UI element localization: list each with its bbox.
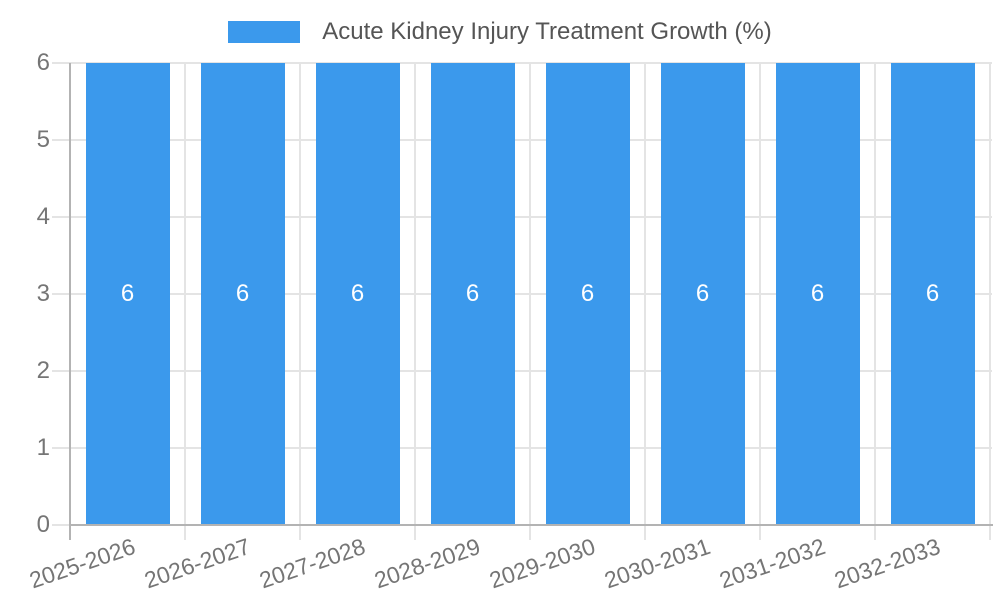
y-tick-label: 4 [36, 203, 50, 230]
bar-value-label: 6 [810, 280, 825, 307]
y-tick-label: 1 [36, 434, 50, 461]
y-gridline [52, 62, 992, 64]
bar-value-label: 6 [580, 280, 595, 307]
y-gridline [52, 216, 992, 218]
legend-label: Acute Kidney Injury Treatment Growth (%) [322, 18, 772, 45]
y-gridline [52, 447, 992, 449]
y-tick-label: 5 [36, 126, 50, 153]
y-gridline [52, 293, 992, 295]
bar-value-label: 6 [120, 280, 135, 307]
y-tick-label: 2 [36, 357, 50, 384]
x-gridline [874, 63, 876, 540]
y-gridline [52, 139, 992, 141]
x-gridline [414, 63, 416, 540]
x-gridline [989, 63, 991, 540]
y-gridline [52, 370, 992, 372]
bar-value-label: 6 [925, 280, 940, 307]
bar[interactable] [430, 63, 515, 525]
x-gridline [644, 63, 646, 540]
bar-value-label: 6 [465, 280, 480, 307]
x-tick-label: 2030-2031 [600, 533, 713, 594]
x-axis-baseline [70, 524, 993, 526]
bar[interactable] [85, 63, 170, 525]
bar[interactable] [545, 63, 630, 525]
y-axis-line [69, 63, 71, 540]
bar-value-label: 6 [695, 280, 710, 307]
y-tick-label: 6 [36, 49, 50, 76]
y-tick-label: 3 [36, 280, 50, 307]
bar-value-label: 6 [235, 280, 250, 307]
bar-value-label: 6 [350, 280, 365, 307]
legend[interactable]: Acute Kidney Injury Treatment Growth (%) [0, 19, 1000, 45]
x-tick-label: 2029-2030 [485, 533, 598, 594]
bar[interactable] [890, 63, 975, 525]
bar[interactable] [200, 63, 285, 525]
x-tick-label: 2031-2032 [715, 533, 828, 594]
x-tick-label: 2027-2028 [255, 533, 368, 594]
x-gridline [184, 63, 186, 540]
x-gridline [299, 63, 301, 540]
x-gridline [529, 63, 531, 540]
legend-swatch-icon [228, 21, 301, 43]
x-tick-label: 2025-2026 [25, 533, 138, 594]
x-tick-label: 2032-2033 [830, 533, 943, 594]
y-tick-label: 0 [36, 511, 50, 538]
bar[interactable] [775, 63, 860, 525]
x-gridline [759, 63, 761, 540]
x-tick-label: 2026-2027 [140, 533, 253, 594]
x-tick-label: 2028-2029 [370, 533, 483, 594]
bar[interactable] [315, 63, 400, 525]
bar[interactable] [660, 63, 745, 525]
